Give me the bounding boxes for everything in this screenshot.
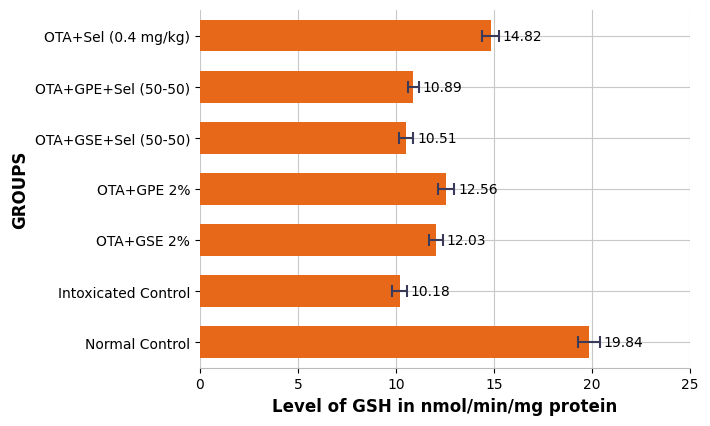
Bar — [200, 225, 436, 256]
Y-axis label: GROUPS: GROUPS — [11, 150, 29, 228]
Bar — [200, 276, 400, 307]
Text: 19.84: 19.84 — [604, 335, 643, 349]
Bar — [200, 326, 589, 358]
Bar — [200, 174, 446, 205]
Text: 12.03: 12.03 — [446, 233, 486, 248]
Text: 10.18: 10.18 — [411, 284, 451, 298]
Bar — [200, 72, 413, 104]
Text: 10.89: 10.89 — [423, 81, 463, 95]
Text: 10.51: 10.51 — [417, 132, 457, 145]
Bar — [200, 21, 491, 52]
X-axis label: Level of GSH in nmol/min/mg protein: Level of GSH in nmol/min/mg protein — [273, 397, 618, 415]
Text: 14.82: 14.82 — [503, 29, 542, 43]
Bar — [200, 123, 406, 154]
Text: 12.56: 12.56 — [458, 182, 498, 196]
